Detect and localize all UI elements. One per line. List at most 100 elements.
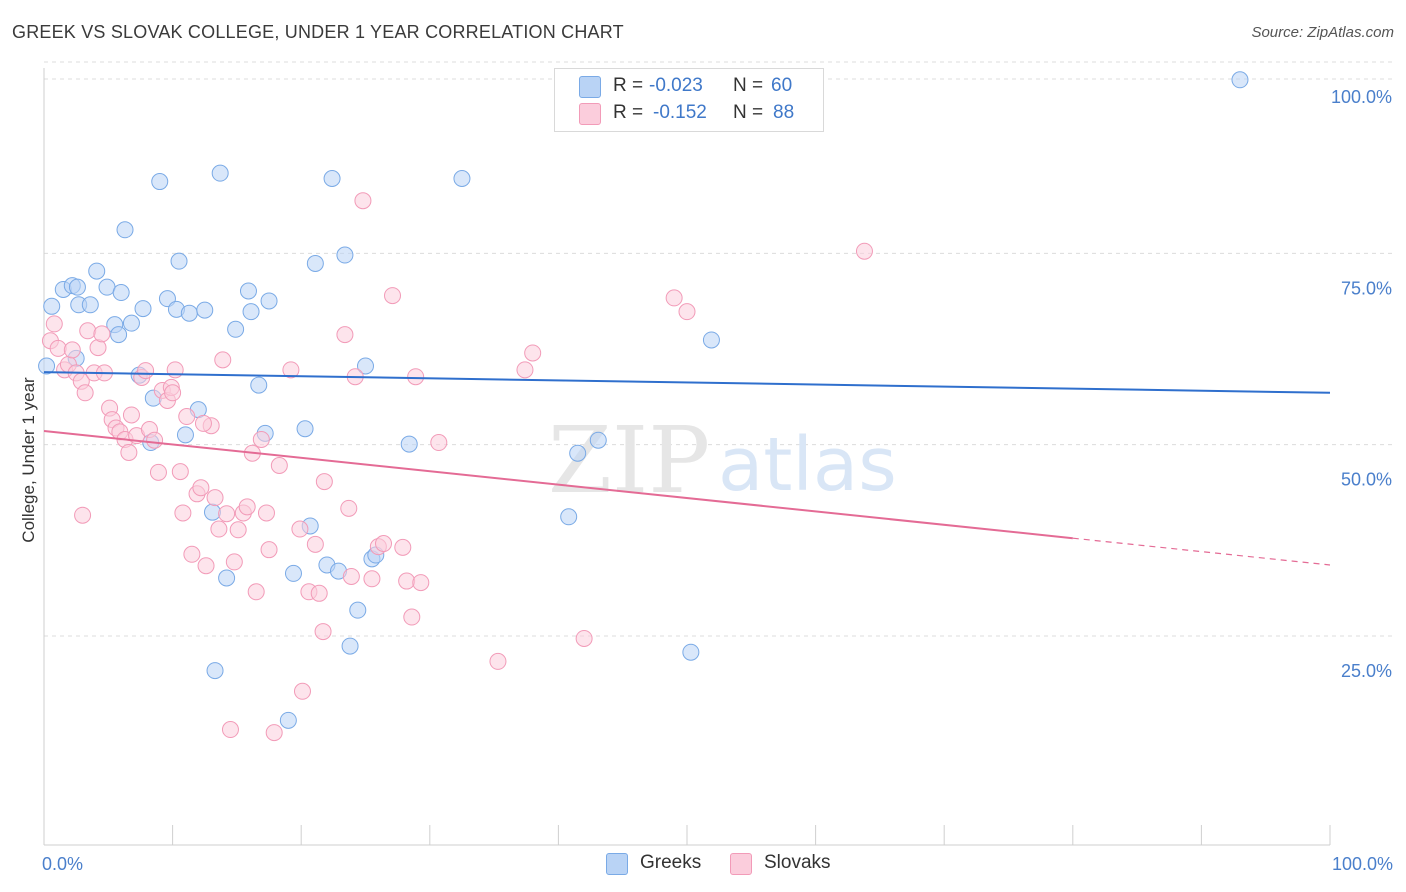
legend-n-label: N = (733, 75, 764, 96)
point-greeks (284, 564, 302, 582)
point-slovaks (363, 570, 381, 588)
point-slovaks (76, 384, 94, 402)
point-slovaks (174, 504, 192, 522)
point-greeks (349, 601, 367, 619)
point-slovaks (398, 572, 416, 590)
point-slovaks (310, 584, 328, 602)
point-slovaks (665, 289, 683, 307)
point-slovaks (229, 521, 247, 539)
legend-r-label: R = (613, 102, 644, 123)
point-slovaks (49, 339, 67, 357)
point-greeks (38, 357, 56, 375)
point-slovaks (293, 682, 311, 700)
point-slovaks (291, 520, 309, 538)
point-slovaks (575, 629, 593, 647)
point-slovaks (218, 505, 236, 523)
legend-r-label: R = (613, 75, 644, 96)
point-slovaks (489, 652, 507, 670)
point-greeks (569, 444, 587, 462)
point-greeks (116, 221, 134, 239)
point-slovaks (336, 326, 354, 344)
legend-r-value: -0.023 (649, 75, 703, 96)
point-greeks (560, 508, 578, 526)
grid-lines (44, 61, 1392, 637)
chart-title: GREEK VS SLOVAK COLLEGE, UNDER 1 YEAR CO… (12, 22, 624, 42)
point-slovaks (354, 192, 372, 210)
y-axis-label: College, Under 1 year (19, 377, 38, 543)
bottom-legend-greeks: Greeks (606, 852, 726, 876)
point-greeks (211, 164, 229, 182)
point-greeks (203, 503, 221, 521)
point-greeks (180, 304, 198, 322)
point-slovaks (407, 368, 425, 386)
point-slovaks (206, 489, 224, 507)
axes (43, 68, 1331, 846)
point-slovaks (340, 499, 358, 517)
data-points (38, 71, 1249, 742)
point-slovaks (270, 456, 288, 474)
point-slovaks (265, 724, 283, 742)
point-slovaks (524, 344, 542, 362)
source-label: Source: ZipAtlas.com (1251, 24, 1394, 41)
point-slovaks (238, 498, 256, 516)
point-slovaks (342, 567, 360, 585)
point-greeks (68, 278, 86, 296)
y-tick-label: 100.0% (1331, 87, 1392, 107)
legend-r-value: -0.152 (653, 102, 707, 123)
point-slovaks (315, 473, 333, 491)
trend-line-greeks (43, 371, 1331, 394)
point-slovaks (384, 287, 402, 305)
watermark-atlas: atlas (718, 422, 897, 508)
trend-lines (43, 371, 1331, 566)
point-greeks (81, 296, 99, 314)
point-slovaks (45, 315, 63, 333)
point-greeks (341, 637, 359, 655)
legend-n-label: N = (733, 102, 764, 123)
point-slovaks (164, 384, 182, 402)
x-tick-label: 0.0% (42, 854, 83, 874)
point-greeks (98, 278, 116, 296)
point-slovaks (260, 541, 278, 559)
point-slovaks (120, 443, 138, 461)
point-greeks (453, 169, 471, 187)
point-greeks (682, 643, 700, 661)
point-slovaks (93, 325, 111, 343)
point-slovaks (146, 431, 164, 449)
point-slovaks (192, 479, 210, 497)
point-slovaks (221, 721, 239, 739)
legend-label-greeks: Greeks (640, 852, 702, 873)
trend-line-slovaks (43, 430, 1073, 540)
legend-swatch-greeks (579, 76, 601, 98)
legend-row-slovaks: R = -0.152 N = 88 (555, 100, 823, 126)
point-greeks (400, 435, 418, 453)
point-greeks (323, 169, 341, 187)
point-greeks (134, 300, 152, 318)
point-greeks (242, 303, 260, 321)
watermark: ZIP atlas (548, 407, 897, 514)
legend-swatch-slovaks (579, 103, 601, 125)
y-tick-label: 25.0% (1341, 661, 1392, 681)
legend-label-slovaks: Slovaks (764, 852, 831, 873)
y-tick-label: 75.0% (1341, 278, 1392, 298)
point-greeks (170, 252, 188, 270)
point-slovaks (166, 361, 184, 379)
legend-swatch-greeks (606, 853, 628, 875)
point-slovaks (197, 557, 215, 575)
legend-n-value: 88 (773, 102, 795, 123)
point-slovaks (516, 361, 534, 379)
point-greeks (206, 662, 224, 680)
point-slovaks (247, 583, 265, 601)
point-slovaks (149, 463, 167, 481)
point-greeks (336, 246, 354, 264)
point-slovaks (855, 242, 873, 260)
point-slovaks (63, 341, 81, 359)
point-slovaks (430, 434, 448, 452)
legend-swatch-slovaks (730, 853, 752, 875)
point-slovaks (314, 623, 332, 641)
point-slovaks (394, 538, 412, 556)
tick-labels: 25.0% 50.0% 75.0% 100.0% 0.0% 100.0% (42, 87, 1393, 874)
point-slovaks (122, 406, 140, 424)
point-greeks (296, 420, 314, 438)
point-greeks (1231, 71, 1249, 89)
